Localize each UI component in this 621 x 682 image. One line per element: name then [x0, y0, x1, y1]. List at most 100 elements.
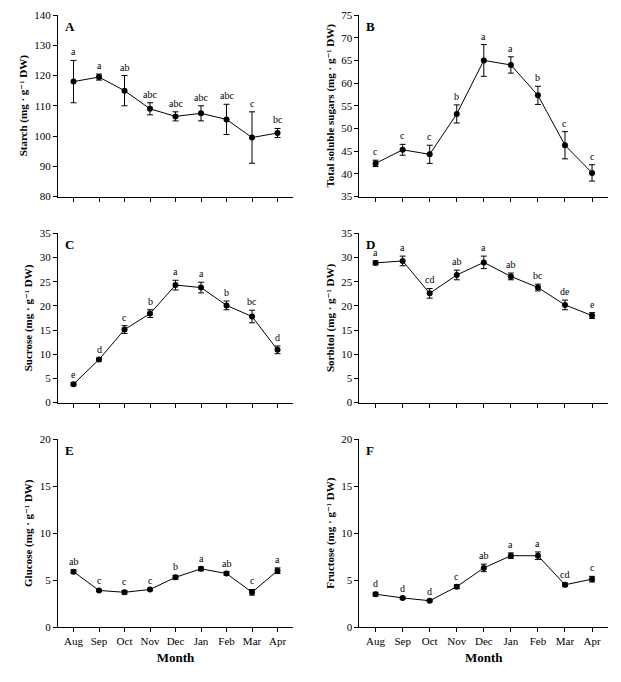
- svg-text:B: B: [366, 19, 375, 34]
- svg-text:Sep: Sep: [91, 635, 108, 647]
- svg-text:80: 80: [40, 190, 52, 202]
- svg-text:25: 25: [40, 276, 52, 288]
- svg-text:90: 90: [40, 160, 52, 172]
- svg-text:a: a: [199, 553, 204, 564]
- svg-text:C: C: [65, 237, 74, 252]
- svg-text:Apr: Apr: [269, 635, 286, 647]
- svg-text:a: a: [199, 268, 204, 279]
- svg-text:c: c: [250, 98, 255, 109]
- svg-text:b: b: [224, 287, 229, 298]
- svg-text:ab: ab: [69, 556, 78, 567]
- svg-text:140: 140: [34, 9, 51, 21]
- svg-text:c: c: [148, 575, 153, 586]
- svg-text:d: d: [275, 332, 280, 343]
- svg-text:ab: ab: [479, 550, 488, 561]
- svg-text:a: a: [71, 46, 76, 57]
- svg-text:b: b: [454, 91, 459, 102]
- svg-text:Feb: Feb: [530, 635, 547, 647]
- svg-text:Apr: Apr: [583, 635, 600, 647]
- svg-text:a: a: [400, 242, 405, 253]
- svg-text:45: 45: [341, 145, 353, 157]
- svg-text:75: 75: [341, 9, 353, 21]
- svg-text:ab: ab: [120, 62, 129, 73]
- svg-text:5: 5: [347, 574, 353, 586]
- svg-text:130: 130: [34, 39, 51, 51]
- svg-text:35: 35: [40, 227, 52, 239]
- svg-text:20: 20: [40, 433, 52, 445]
- svg-text:Month: Month: [157, 650, 195, 665]
- svg-text:c: c: [400, 130, 405, 141]
- svg-text:de: de: [560, 286, 570, 297]
- svg-text:70: 70: [341, 32, 353, 44]
- svg-text:E: E: [65, 443, 74, 458]
- svg-text:b: b: [535, 72, 540, 83]
- svg-text:Total soluble sugars (mg · g⁻¹: Total soluble sugars (mg · g⁻¹ DW): [324, 24, 337, 188]
- svg-text:0: 0: [45, 621, 51, 633]
- svg-text:Mar: Mar: [556, 635, 575, 647]
- svg-text:Month: Month: [465, 650, 503, 665]
- svg-text:Aug: Aug: [64, 635, 83, 647]
- svg-text:Sep: Sep: [394, 635, 411, 647]
- svg-text:A: A: [65, 19, 75, 34]
- svg-text:55: 55: [341, 100, 353, 112]
- svg-text:c: c: [122, 576, 127, 587]
- svg-text:10: 10: [341, 527, 353, 539]
- svg-text:Sucrose (mg · g⁻¹ DW): Sucrose (mg · g⁻¹ DW): [22, 264, 35, 371]
- svg-text:c: c: [373, 146, 378, 157]
- svg-text:bc: bc: [247, 296, 257, 307]
- svg-text:abc: abc: [143, 89, 157, 100]
- svg-text:a: a: [97, 60, 102, 71]
- svg-text:a: a: [275, 554, 280, 565]
- svg-text:10: 10: [40, 348, 52, 360]
- svg-text:30: 30: [341, 251, 353, 263]
- svg-text:Glucose (mg · g⁻¹ DW): Glucose (mg · g⁻¹ DW): [22, 479, 35, 587]
- svg-text:ab: ab: [222, 558, 231, 569]
- svg-text:0: 0: [347, 621, 353, 633]
- svg-text:50: 50: [341, 122, 353, 134]
- svg-text:a: a: [373, 247, 378, 258]
- svg-text:5: 5: [45, 574, 51, 586]
- svg-text:bc: bc: [533, 270, 543, 281]
- svg-text:Dec: Dec: [475, 635, 493, 647]
- svg-text:d: d: [427, 586, 432, 597]
- svg-text:35: 35: [341, 190, 353, 202]
- svg-text:d: d: [373, 578, 378, 589]
- svg-text:Fructose (mg · g⁻¹ DW): Fructose (mg · g⁻¹ DW): [324, 477, 337, 588]
- svg-text:Nov: Nov: [141, 635, 160, 647]
- svg-text:d: d: [400, 583, 405, 594]
- svg-text:F: F: [366, 443, 374, 458]
- svg-text:c: c: [250, 575, 255, 586]
- svg-text:c: c: [97, 575, 102, 586]
- svg-text:Jan: Jan: [504, 635, 519, 647]
- svg-text:Jan: Jan: [194, 635, 209, 647]
- svg-text:bc: bc: [273, 114, 283, 125]
- svg-text:Oct: Oct: [422, 635, 438, 647]
- svg-text:ab: ab: [452, 256, 461, 267]
- svg-text:b: b: [173, 561, 178, 572]
- svg-text:20: 20: [341, 300, 353, 312]
- svg-text:D: D: [366, 237, 375, 252]
- svg-text:d: d: [97, 344, 102, 355]
- svg-text:Mar: Mar: [243, 635, 262, 647]
- svg-text:abc: abc: [169, 98, 183, 109]
- svg-text:Sorbitol (mg · g⁻¹ DW): Sorbitol (mg · g⁻¹ DW): [324, 264, 337, 372]
- svg-text:a: a: [508, 539, 513, 550]
- svg-text:ab: ab: [506, 259, 515, 270]
- svg-text:c: c: [454, 571, 459, 582]
- svg-text:20: 20: [341, 433, 353, 445]
- svg-text:5: 5: [347, 372, 353, 384]
- svg-text:a: a: [535, 538, 540, 549]
- svg-text:10: 10: [40, 527, 52, 539]
- svg-text:Nov: Nov: [447, 635, 466, 647]
- svg-text:0: 0: [347, 396, 353, 408]
- svg-text:c: c: [122, 312, 127, 323]
- svg-text:30: 30: [40, 251, 52, 263]
- svg-text:110: 110: [35, 100, 52, 112]
- svg-text:15: 15: [40, 324, 52, 336]
- svg-text:c: c: [590, 562, 595, 573]
- svg-text:120: 120: [34, 69, 51, 81]
- svg-text:a: a: [508, 43, 513, 54]
- svg-text:Aug: Aug: [366, 635, 385, 647]
- svg-text:Feb: Feb: [218, 635, 235, 647]
- svg-text:10: 10: [341, 348, 353, 360]
